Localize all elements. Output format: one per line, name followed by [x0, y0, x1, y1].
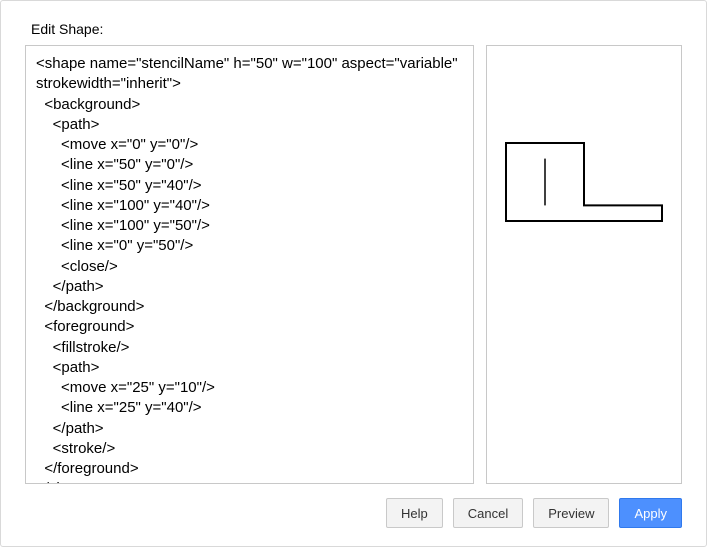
shape-xml-input[interactable] [25, 45, 474, 484]
help-button[interactable]: Help [386, 498, 443, 528]
dialog-title: Edit Shape: [31, 21, 682, 37]
preview-shape-outline [506, 143, 662, 221]
edit-shape-dialog: Edit Shape: Help Cancel Preview Apply [0, 0, 707, 547]
shape-preview-svg [498, 135, 670, 395]
cancel-button[interactable]: Cancel [453, 498, 523, 528]
apply-button[interactable]: Apply [619, 498, 682, 528]
preview-button[interactable]: Preview [533, 498, 609, 528]
button-row: Help Cancel Preview Apply [25, 498, 682, 528]
content-row [25, 45, 682, 484]
shape-preview-pane [486, 45, 682, 484]
